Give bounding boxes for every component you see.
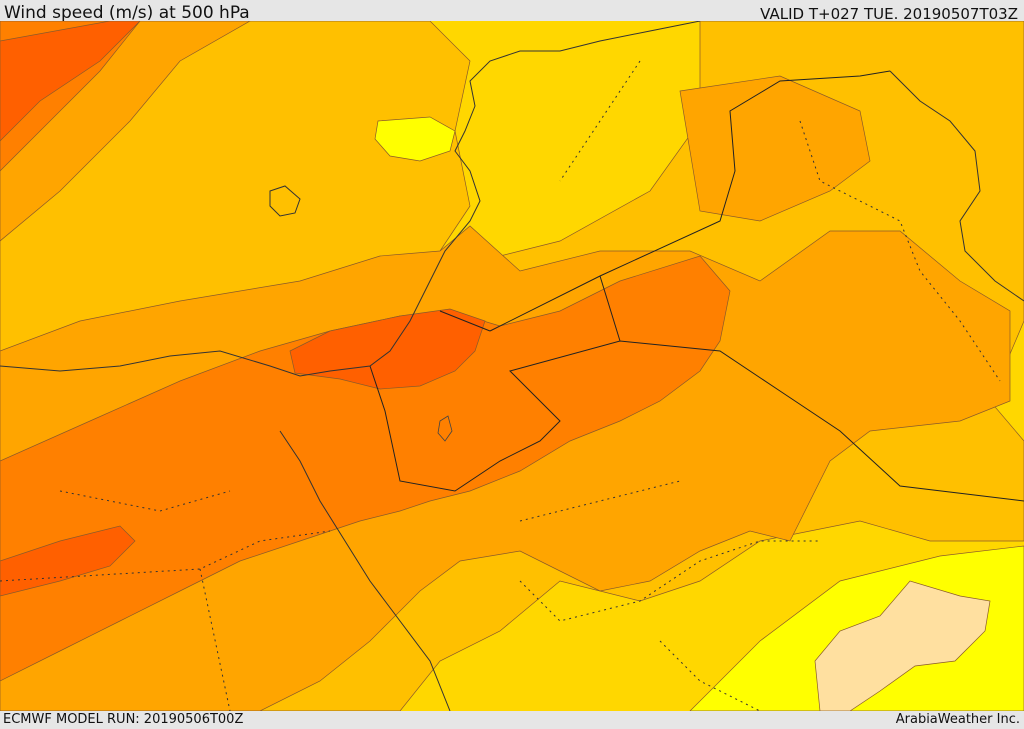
- contour-cream: [814, 580, 991, 711]
- provider-credit: ArabiaWeather Inc.: [895, 712, 1020, 727]
- model-run: ECMWF MODEL RUN: 20190506T00Z: [3, 712, 244, 727]
- coastline-red-sea: [279, 430, 451, 711]
- border-lines: [369, 70, 1024, 502]
- map-title: Wind speed (m/s) at 500 hPa: [4, 3, 250, 23]
- map-canvas: [0, 21, 1024, 711]
- coastline-gulf: [889, 70, 1024, 302]
- admin-boundaries: [0, 60, 1001, 711]
- island-cyprus: [269, 185, 301, 217]
- lake-dead-sea: [437, 415, 453, 442]
- contour-bright-yellow-north: [374, 116, 456, 162]
- contour-dark-orange: [0, 21, 486, 597]
- wind-speed-map[interactable]: [0, 21, 1024, 711]
- coastline: [0, 21, 701, 377]
- valid-time: VALID T+027 TUE. 20190507T03Z: [760, 5, 1018, 23]
